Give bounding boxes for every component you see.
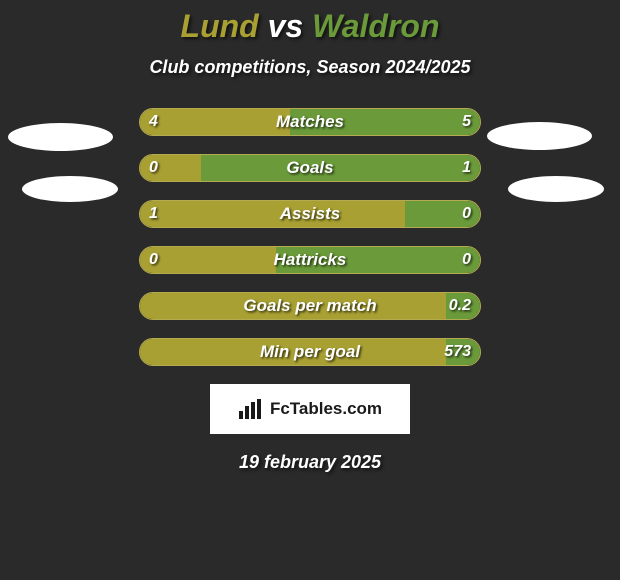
- bar-left: [140, 247, 276, 273]
- bar-right: [446, 293, 480, 319]
- bar-left: [140, 293, 446, 319]
- bars-icon: [238, 399, 264, 419]
- bar-right: [290, 109, 480, 135]
- bar-right: [446, 339, 480, 365]
- stat-row: Matches45: [139, 108, 481, 136]
- bar-track: [139, 292, 481, 320]
- bar-left: [140, 155, 201, 181]
- subtitle: Club competitions, Season 2024/2025: [0, 57, 620, 78]
- stat-row: Hattricks00: [139, 246, 481, 274]
- stat-row: Min per goal573: [139, 338, 481, 366]
- decor-ellipse: [8, 123, 113, 151]
- stat-row: Assists10: [139, 200, 481, 228]
- bar-right: [276, 247, 480, 273]
- source-badge: FcTables.com: [210, 384, 410, 434]
- bar-left: [140, 201, 405, 227]
- stat-row: Goals01: [139, 154, 481, 182]
- decor-ellipse: [508, 176, 604, 202]
- bar-left: [140, 339, 446, 365]
- bar-track: [139, 200, 481, 228]
- decor-ellipse: [487, 122, 592, 150]
- title-row: Lund vs Waldron: [0, 8, 620, 45]
- bar-right: [405, 201, 480, 227]
- bar-right: [201, 155, 480, 181]
- comparison-card: Lund vs Waldron Club competitions, Seaso…: [0, 0, 620, 580]
- title-player2: Waldron: [312, 8, 439, 44]
- date-text: 19 february 2025: [0, 452, 620, 473]
- bar-track: [139, 154, 481, 182]
- bar-track: [139, 108, 481, 136]
- bar-track: [139, 338, 481, 366]
- badge-text: FcTables.com: [270, 399, 382, 419]
- bar-left: [140, 109, 290, 135]
- stat-row: Goals per match0.2: [139, 292, 481, 320]
- title-player1: Lund: [181, 8, 259, 44]
- title-vs: vs: [268, 8, 304, 44]
- decor-ellipse: [22, 176, 118, 202]
- bar-track: [139, 246, 481, 274]
